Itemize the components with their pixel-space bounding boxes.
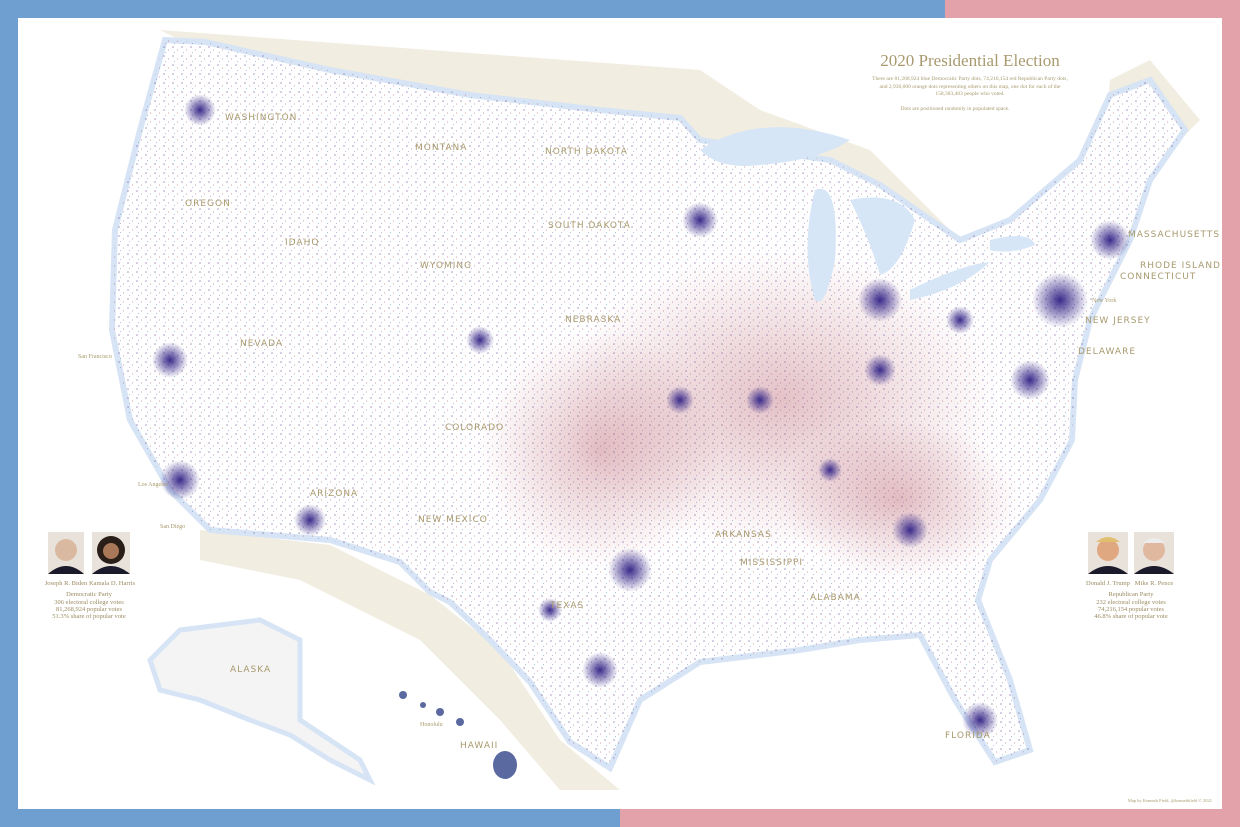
- description: There are 81,268,924 blue Democratic Par…: [872, 76, 1068, 98]
- city-label: Honolulu: [420, 722, 443, 728]
- portrait: [103, 543, 119, 559]
- portrait: [1096, 537, 1120, 542]
- frame-red-bottom: [620, 809, 1240, 827]
- electoral-votes: 306 electoral college votes: [54, 599, 124, 606]
- candidate-name: Donald J. Trump: [1086, 580, 1130, 587]
- state-label: NEBRASKA: [565, 315, 621, 325]
- state-label: ARKANSAS: [715, 530, 772, 540]
- state-label: RHODE ISLAND: [1140, 261, 1221, 271]
- frame-red-top: [945, 0, 1240, 18]
- state-label: NEW MEXICO: [418, 515, 488, 525]
- alaska: [147, 617, 376, 786]
- state-label: IDAHO: [285, 238, 319, 248]
- candidate-name: Mike R. Pence: [1135, 580, 1174, 587]
- state-label: DELAWARE: [1078, 347, 1136, 357]
- candidate-name: Kamala D. Harris: [89, 580, 135, 587]
- vote-share: 51.3% share of popular vote: [52, 613, 126, 620]
- city-label: San Francisco: [78, 354, 112, 360]
- popular-votes: 74,216,154 popular votes: [1098, 606, 1165, 613]
- state-label: NEVADA: [240, 339, 283, 349]
- vote-share: 46.8% share of popular vote: [1094, 613, 1168, 620]
- state-label: WASHINGTON: [225, 113, 297, 123]
- state-label: CONNECTICUT: [1120, 272, 1196, 282]
- candidate-name: Joseph R. Biden: [45, 580, 88, 587]
- state-label: NEW JERSEY: [1085, 316, 1151, 326]
- density-haze: [480, 250, 1020, 580]
- city-label: Los Angeles: [138, 482, 168, 488]
- state-label: MISSISSIPPI: [740, 558, 803, 568]
- note: Dots are positioned randomly in populate…: [901, 106, 1011, 112]
- neighbor-land: [200, 530, 620, 790]
- state-label: ARIZONA: [310, 489, 358, 499]
- great-lakes: [700, 127, 1035, 302]
- state-label: NORTH DAKOTA: [545, 147, 628, 157]
- state-label: WYOMING: [420, 261, 472, 271]
- city-label: San Diego: [160, 524, 185, 530]
- party: Republican Party: [1109, 591, 1155, 598]
- electoral-votes: 232 electoral college votes: [1096, 599, 1166, 606]
- state-label: HAWAII: [460, 741, 498, 751]
- state-label: COLORADO: [445, 423, 504, 433]
- portrait: [92, 566, 130, 574]
- democratic-panel: Joseph R. Biden Kamala D. Harris Democra…: [45, 532, 135, 620]
- title: 2020 Presidential Election: [880, 51, 1060, 70]
- state-label: SOUTH DAKOTA: [548, 221, 631, 231]
- state-label: ALASKA: [230, 665, 271, 675]
- state-labels: WASHINGTON MONTANA NORTH DAKOTA OREGON I…: [185, 113, 1221, 751]
- state-label: TEXAS: [549, 601, 584, 611]
- state-label: FLORIDA: [945, 731, 991, 741]
- portrait: [55, 539, 77, 561]
- state-label: MASSACHUSETTS: [1128, 230, 1220, 240]
- party: Democratic Party: [66, 591, 112, 598]
- state-label: OREGON: [185, 199, 231, 209]
- credit: Map by Kenneth Field, @kennethfield © 20…: [1128, 798, 1212, 804]
- portrait: [1088, 566, 1128, 574]
- portrait: [1097, 539, 1119, 561]
- state-label: MONTANA: [415, 143, 467, 153]
- hawaii: [399, 691, 517, 779]
- city-clusters: [152, 94, 1130, 738]
- portrait: [1134, 566, 1174, 574]
- city-labels: San Francisco Los Angeles San Diego Hono…: [78, 298, 1116, 728]
- republican-panel: Donald J. Trump Mike R. Pence Republican…: [1086, 532, 1174, 620]
- description-box: There are 81,268,924 blue Democratic Par…: [872, 76, 1068, 98]
- portrait: [1143, 538, 1165, 543]
- state-label: ALABAMA: [810, 593, 861, 603]
- city-label: New York: [1092, 298, 1116, 304]
- frame-red-right: [1222, 0, 1240, 827]
- portrait: [1143, 539, 1165, 561]
- portrait: [48, 566, 84, 574]
- popular-votes: 81,268,924 popular votes: [56, 606, 123, 613]
